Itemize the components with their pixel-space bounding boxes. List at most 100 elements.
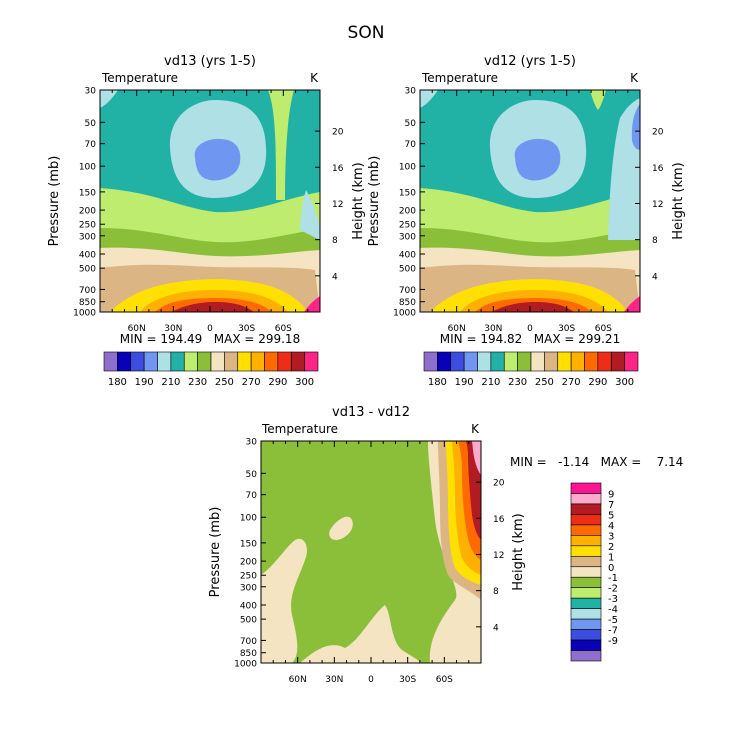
contour-band-0-1-blob	[329, 516, 353, 540]
colorbar-label: -3	[608, 594, 618, 605]
contour-band-300-corner	[304, 296, 320, 312]
pressure-tick-label: 70	[246, 491, 258, 501]
latitude-tick-label: 30S	[238, 324, 255, 334]
panel-title: vd13 - vd12	[332, 405, 410, 420]
height-tick-label: 16	[493, 515, 505, 525]
colorbar-label: -7	[608, 626, 618, 637]
colorbar-swatch	[170, 351, 185, 372]
colorbar-swatch	[157, 351, 172, 372]
latitude-tick-label: 60S	[275, 324, 292, 334]
pressure-tick-label: 700	[399, 286, 416, 296]
colorbar-swatch	[624, 351, 639, 372]
colorbar-swatch	[570, 351, 585, 372]
pressure-tick-label: 400	[399, 250, 416, 260]
height-tick-label: 4	[652, 272, 658, 282]
latitude-axis: 60N 30N 0 30S 60S	[431, 90, 629, 334]
contour-band-190-right	[631, 104, 640, 150]
colorbar-swatch	[610, 351, 625, 372]
height-tick-label: 12	[332, 200, 343, 210]
pressure-tick-label: 200	[240, 558, 257, 568]
colorbar-swatch	[570, 524, 602, 536]
colorbar-swatch	[450, 351, 465, 372]
colorbar-swatch	[183, 351, 198, 372]
height-tick-label: 16	[332, 164, 344, 174]
colorbar-swatch	[570, 587, 602, 599]
colorbar: 180 190 210 230 250 270 290 300	[423, 351, 639, 388]
colorbar-label: 9	[608, 489, 614, 500]
pressure-tick-label: 50	[246, 470, 258, 480]
colorbar-swatch	[517, 351, 532, 372]
colorbar-swatch	[224, 351, 239, 372]
contour-band-7-9	[472, 441, 481, 475]
colorbar-swatch	[570, 639, 602, 651]
colorbar: 180 190 210 230 250 270 290 300	[103, 351, 319, 388]
colorbar-label: 270	[562, 377, 581, 388]
height-tick-label: 16	[652, 164, 664, 174]
colorbar-swatch	[584, 351, 599, 372]
height-tick-label: 12	[652, 200, 663, 210]
colorbar-swatch	[597, 351, 612, 372]
colorbar-swatch	[570, 535, 602, 547]
latitude-tick-label: 30S	[399, 675, 416, 685]
stats-label: MIN = -1.14 MAX = 7.14	[510, 455, 683, 469]
contour-band-300-corner	[624, 296, 640, 312]
latitude-tick-label: 30N	[164, 324, 182, 334]
pressure-tick-label: 150	[79, 188, 96, 198]
pressure-tick-label: 850	[399, 298, 416, 308]
colorbar-label: 0	[608, 563, 614, 574]
y2-axis-label: Height (km)	[511, 513, 526, 590]
latitude-tick-label: 60S	[436, 675, 453, 685]
height-axis: 4 8 12 16 20	[476, 479, 505, 633]
colorbar-swatch	[250, 351, 265, 372]
contour-band-190	[514, 138, 561, 181]
pressure-tick-label: 150	[399, 188, 416, 198]
height-tick-label: 4	[493, 623, 499, 633]
pressure-tick-label: 1000	[393, 309, 416, 319]
colorbar-swatch	[570, 545, 602, 557]
pressure-tick-label: 500	[240, 616, 257, 626]
colorbar-swatch	[544, 351, 559, 372]
height-tick-label: 8	[332, 236, 338, 246]
panel-difference: vd13 - vd12 Temperature K 30507010015020…	[208, 405, 683, 685]
colorbar-label: 210	[161, 377, 180, 388]
pressure-tick-label: 400	[79, 250, 96, 260]
pressure-tick-label: 250	[240, 572, 257, 582]
colorbar-label: 5	[608, 510, 614, 521]
panel-title: vd13 (yrs 1-5)	[164, 54, 256, 69]
pressure-tick-label: 500	[79, 265, 96, 275]
y-axis-label: Pressure (mb)	[208, 507, 223, 598]
pressure-tick-label: 30	[85, 87, 97, 97]
panel-vd12: vd12 (yrs 1-5) Temperature K 30 50 70 100 15…	[367, 54, 686, 388]
colorbar-swatch	[437, 351, 452, 372]
contour-band-200-corner	[100, 90, 118, 108]
colorbar-label: 3	[608, 531, 614, 542]
colorbar-label: 230	[188, 377, 207, 388]
colorbar-label: -2	[608, 584, 618, 595]
colorbar-swatch	[530, 351, 545, 372]
variable-label: Temperature	[421, 71, 498, 85]
colorbar-label: 250	[215, 377, 234, 388]
colorbar-swatch	[570, 576, 602, 589]
pressure-tick-label: 250	[79, 221, 96, 231]
pressure-tick-label: 850	[240, 649, 257, 659]
colorbar-label: 300	[295, 377, 314, 388]
stats-label: MIN = 194.49 MAX = 299.18	[120, 332, 300, 346]
colorbar-label: 190	[135, 377, 154, 388]
colorbar-swatch	[570, 608, 602, 620]
colorbar-swatch	[277, 351, 292, 372]
pressure-tick-label: 850	[79, 298, 96, 308]
colorbar-swatch	[477, 351, 492, 372]
pressure-tick-label: 1000	[73, 309, 96, 319]
pressure-tick-label: 50	[85, 119, 97, 129]
height-tick-label: 8	[493, 587, 499, 597]
height-axis: 4 8 12 16 20	[315, 128, 344, 282]
contour-band-0-1-left	[261, 538, 307, 663]
colorbar-label: 290	[588, 377, 607, 388]
colorbar-swatch	[570, 618, 602, 630]
pressure-tick-label: 1000	[234, 660, 257, 670]
contour-field	[261, 441, 481, 663]
colorbar-label: 2	[608, 542, 614, 553]
pressure-tick-label: 300	[399, 232, 416, 242]
colorbar-swatch	[570, 514, 602, 526]
